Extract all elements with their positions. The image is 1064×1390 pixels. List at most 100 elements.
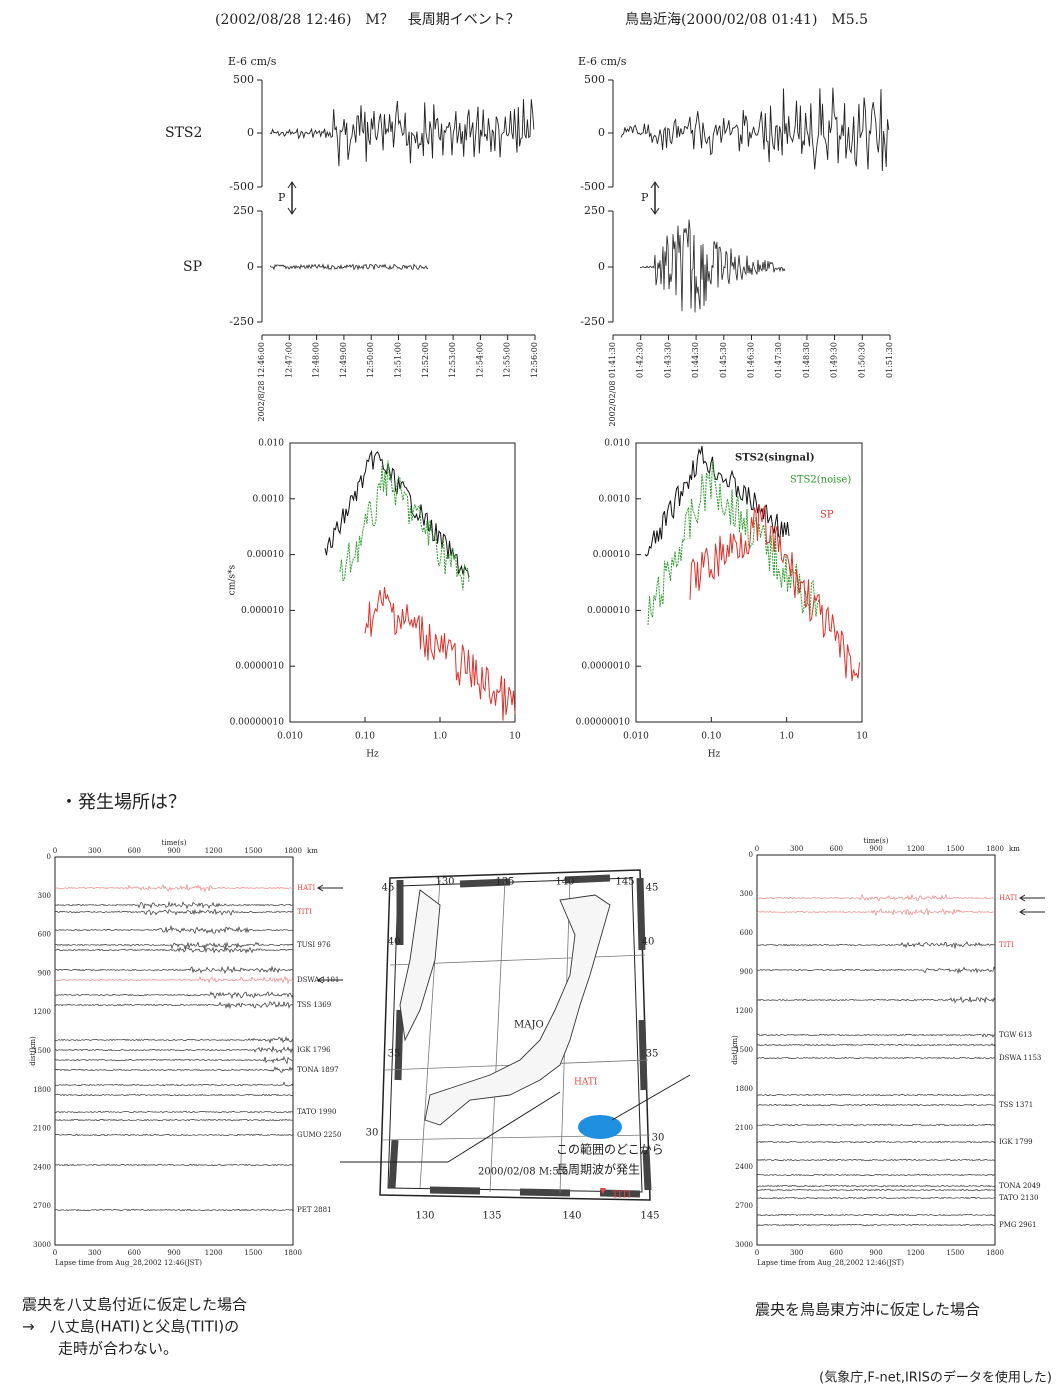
title: (2002/08/28 12:46) M？ 長周期イベント？ [215, 12, 520, 28]
time-label: 01:46:30 [747, 342, 756, 378]
seismogram [756, 1033, 996, 1038]
tick-label: 2400 [33, 1163, 51, 1171]
tick-label: 900 [869, 845, 882, 853]
tick-label: 1800 [986, 1249, 1004, 1257]
time-label: 01:51:30 [885, 342, 894, 378]
tick-label: 2700 [33, 1202, 51, 1210]
time-label: 12:49:00 [339, 342, 348, 378]
tick-label: 300 [88, 1249, 101, 1257]
source-note: (気象庁,F-net,IRISのデータを使用した) [819, 1370, 1052, 1386]
tick-label: 1500 [735, 1046, 753, 1054]
time-label: 12:48:00 [312, 342, 321, 378]
axis-label: time(s) [864, 837, 889, 845]
section-frame [756, 854, 996, 1246]
tick-label: 300 [38, 892, 51, 900]
time-label: 01:47:30 [774, 342, 783, 378]
seismogram [54, 1133, 294, 1137]
coastline [399, 889, 611, 1126]
lon-label: 130 [415, 1211, 434, 1222]
tick-label: 600 [740, 929, 753, 937]
caption: 震央を鳥島東方沖に仮定した場合 [755, 1301, 980, 1319]
p-label: P [641, 191, 649, 204]
plot-frame [289, 442, 516, 723]
tick-label: 0 [47, 853, 51, 861]
seismogram [756, 1123, 996, 1127]
tick-label: 0.000010 [587, 606, 630, 616]
note: この範囲のどこから [556, 1142, 664, 1157]
event-label: 2000/02/08 M:5.5 [478, 1167, 568, 1178]
caption: 震央を八丈島付近に仮定した場合 [22, 1296, 247, 1314]
seismogram [54, 1163, 294, 1167]
seismogram [54, 1055, 294, 1065]
signal-curve [324, 449, 470, 578]
lat-label: 35 [388, 1049, 401, 1060]
seismogram [54, 924, 294, 934]
tick-label: 1200 [205, 847, 223, 855]
tick-label: -250 [229, 315, 254, 328]
tick-label: 500 [584, 73, 605, 86]
sts2-trace [620, 87, 890, 172]
tick-label: 900 [167, 1249, 180, 1257]
tick-label: 1200 [907, 1249, 925, 1257]
tick-label: 1500 [244, 847, 262, 855]
seismogram [756, 1188, 995, 1192]
station-marker [600, 1188, 606, 1194]
tick-label: 0 [755, 1249, 759, 1257]
axis-label: dist(km) [29, 1036, 37, 1066]
sp-curve [689, 504, 860, 681]
lon-label: 140 [562, 1211, 581, 1222]
tick-label: 10 [509, 732, 521, 742]
lat-label: 30 [652, 1133, 665, 1144]
channel-label: SP [183, 259, 202, 275]
tick-label: 0 [749, 851, 753, 859]
tick-label: 0.010 [604, 439, 630, 449]
tick-label: 0 [598, 126, 605, 139]
sp-trace [639, 219, 786, 313]
station-label: DSWA 1153 [999, 1054, 1041, 1062]
title: 鳥島近海(2000/02/08 01:41) M5.5 [625, 12, 868, 28]
lon-label: 135 [495, 877, 514, 888]
arrowhead [1019, 894, 1026, 902]
seismogram [54, 1208, 294, 1212]
time-label: 2002/02/08 01:41:30 [608, 342, 617, 427]
map-border [519, 1188, 571, 1197]
plot-frame [635, 442, 863, 723]
station-label: TATO 1990 [297, 1108, 336, 1116]
seismogram [55, 1066, 294, 1073]
map-border [429, 1186, 481, 1195]
arrowhead [1019, 908, 1026, 916]
tick-label: 1500 [946, 845, 964, 853]
tick-label: 0 [247, 260, 254, 273]
legend-label: SP [820, 510, 834, 521]
station-label: TITI [999, 941, 1014, 949]
tick-label: 0.00010 [247, 550, 284, 560]
tick-label: 1.0 [780, 732, 795, 742]
tick-label: 600 [38, 931, 51, 939]
unit-label: E-6 cm/s [578, 55, 627, 68]
station-label: MAJO [514, 1020, 544, 1031]
tick-label: 0 [53, 847, 57, 855]
axis-label: Hz [366, 750, 379, 760]
station-label: TSS 1369 [297, 1001, 331, 1009]
time-label: 01:43:30 [663, 342, 672, 378]
seismogram [54, 1110, 294, 1114]
tick-label: 1800 [33, 1086, 51, 1094]
tick-label: 1500 [33, 1047, 51, 1055]
tick-label: 0.010 [623, 732, 649, 742]
station-label: IGK 1796 [297, 1046, 331, 1054]
tick-label: 1500 [244, 1249, 262, 1257]
time-label: 12:55:00 [503, 342, 512, 378]
leader-line [611, 1074, 691, 1121]
lat-label: 40 [388, 937, 401, 948]
sp-curve [364, 586, 516, 721]
tick-label: 1800 [986, 845, 1004, 853]
tick-label: -500 [580, 180, 605, 193]
time-label: 12:56:00 [530, 342, 539, 378]
footer-label: Lapse time from Aug_28,2002 12:46(JST) [55, 1259, 202, 1267]
seismogram [54, 941, 294, 950]
lon-label: 145 [615, 877, 634, 888]
tick-label: 0.10 [355, 732, 375, 742]
time-label: 01:45:30 [719, 342, 728, 378]
tick-label: 1800 [735, 1085, 753, 1093]
